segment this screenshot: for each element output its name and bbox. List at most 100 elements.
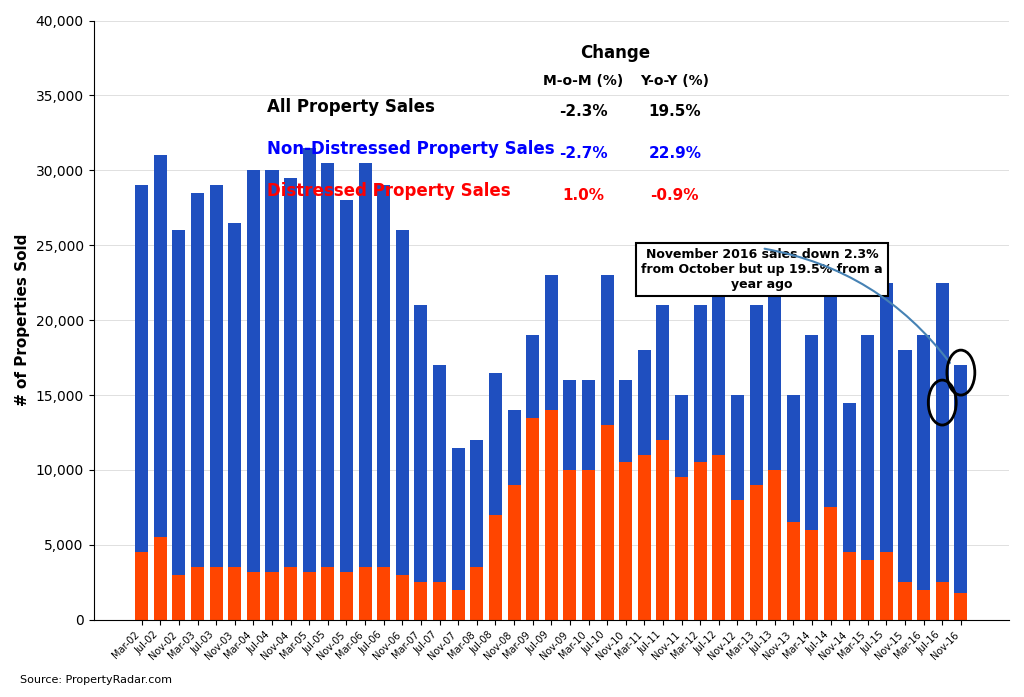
Text: 22.9%: 22.9%	[648, 146, 701, 162]
Bar	[210, 567, 222, 620]
Bar	[750, 485, 763, 620]
Y-axis label: # of Properties Sold: # of Properties Sold	[15, 234, 30, 406]
Bar	[601, 425, 613, 620]
Bar	[824, 507, 837, 620]
Bar	[880, 553, 893, 620]
Bar	[488, 373, 502, 515]
Bar	[936, 283, 949, 583]
Bar	[303, 148, 315, 572]
Bar	[172, 575, 185, 620]
Bar	[154, 155, 167, 537]
Bar	[582, 380, 595, 470]
Text: -2.7%: -2.7%	[559, 146, 607, 162]
Bar	[526, 418, 540, 620]
Bar	[191, 567, 204, 620]
Bar	[731, 395, 744, 500]
Bar	[135, 185, 148, 553]
Text: 19.5%: 19.5%	[648, 105, 701, 119]
Bar	[284, 178, 297, 567]
Bar	[693, 305, 707, 463]
Bar	[954, 593, 968, 620]
Bar	[786, 523, 800, 620]
Bar	[377, 567, 390, 620]
Bar	[358, 567, 372, 620]
Bar	[954, 365, 968, 593]
Bar	[508, 485, 520, 620]
Bar	[358, 163, 372, 567]
Bar	[638, 455, 651, 620]
Bar	[918, 590, 930, 620]
Bar	[880, 283, 893, 553]
Bar	[768, 470, 781, 620]
Bar	[563, 380, 577, 470]
Bar	[861, 335, 874, 560]
Bar	[265, 170, 279, 572]
Bar	[228, 223, 242, 567]
Bar	[340, 200, 353, 572]
Bar	[396, 230, 409, 575]
Bar	[620, 380, 632, 463]
Bar	[936, 583, 949, 620]
Bar	[918, 335, 930, 590]
Bar	[713, 290, 725, 455]
Bar	[247, 170, 260, 572]
Bar	[172, 230, 185, 575]
Bar	[693, 463, 707, 620]
Bar	[768, 283, 781, 470]
Bar	[415, 305, 427, 583]
Bar	[620, 463, 632, 620]
Text: Change: Change	[581, 45, 650, 63]
Bar	[433, 583, 446, 620]
Bar	[415, 583, 427, 620]
Bar	[396, 575, 409, 620]
Bar	[656, 305, 670, 440]
Text: November 2016 sales down 2.3%
from October but up 19.5% from a
year ago: November 2016 sales down 2.3% from Octob…	[641, 248, 883, 291]
Bar	[452, 447, 465, 590]
Bar	[806, 530, 818, 620]
Bar	[470, 440, 483, 567]
Bar	[656, 440, 670, 620]
Bar	[284, 567, 297, 620]
Bar	[135, 553, 148, 620]
Bar	[675, 395, 688, 477]
Bar	[861, 560, 874, 620]
Bar	[247, 572, 260, 620]
Bar	[806, 335, 818, 530]
Bar	[731, 500, 744, 620]
Bar	[191, 193, 204, 567]
Bar	[228, 567, 242, 620]
Bar	[545, 275, 558, 410]
Bar	[843, 403, 856, 553]
Bar	[210, 185, 222, 567]
Bar	[526, 335, 540, 418]
Bar	[786, 395, 800, 523]
Bar	[843, 553, 856, 620]
Bar	[582, 470, 595, 620]
Bar	[154, 537, 167, 620]
Bar	[488, 515, 502, 620]
Bar	[601, 275, 613, 425]
Bar	[898, 350, 911, 583]
Bar	[898, 583, 911, 620]
Bar	[452, 590, 465, 620]
Bar	[470, 567, 483, 620]
Bar	[303, 572, 315, 620]
Text: Y-o-Y (%): Y-o-Y (%)	[640, 75, 710, 89]
Bar	[322, 163, 335, 567]
Text: -0.9%: -0.9%	[650, 188, 699, 204]
Text: -2.3%: -2.3%	[559, 105, 607, 119]
Bar	[675, 477, 688, 620]
Text: 1.0%: 1.0%	[562, 188, 604, 204]
Text: All Property Sales: All Property Sales	[267, 98, 435, 116]
Bar	[638, 350, 651, 455]
Bar	[750, 305, 763, 485]
Bar	[265, 572, 279, 620]
Text: Source: PropertyRadar.com: Source: PropertyRadar.com	[20, 675, 172, 685]
Bar	[322, 567, 335, 620]
Bar	[563, 470, 577, 620]
Bar	[377, 185, 390, 567]
Bar	[824, 290, 837, 507]
Text: Non-Distressed Property Sales: Non-Distressed Property Sales	[267, 140, 555, 158]
Bar	[545, 410, 558, 620]
Bar	[340, 572, 353, 620]
